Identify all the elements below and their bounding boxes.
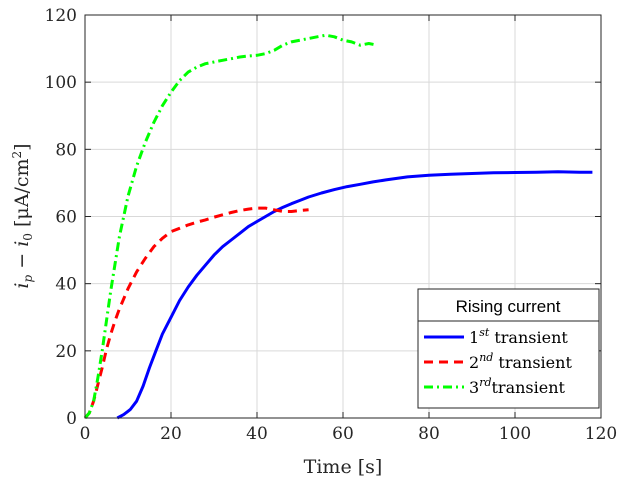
x-tick-label: 80 [418,424,440,444]
x-tick-label: 40 [246,424,268,444]
series-line-1 [116,170,593,420]
grid [85,15,601,418]
legend-title: Rising current [456,297,561,316]
y-tick-label: 0 [66,409,77,429]
y-axis-title: ip − i0 [μA/cm2] [10,143,35,288]
y-tick-labels: 0 20 40 60 80 100 120 [45,6,77,429]
x-tick-label: 60 [332,424,354,444]
legend-label-3: 3rdtransient [469,376,566,397]
data-series [83,33,593,420]
x-tick-label: 20 [160,424,182,444]
y-tick-label: 80 [55,140,77,160]
x-tick-label: 100 [499,424,531,444]
y-tick-label: 100 [45,73,77,93]
ticks [84,14,602,419]
legend-label-2: 2nd transient [469,351,572,372]
series-line-2 [83,206,309,419]
legend: Rising current 1st transient 2nd transien… [417,288,600,409]
series-line-3 [83,33,378,419]
y-tick-label: 60 [55,208,77,228]
legend-label-1: 1st transient [469,326,568,347]
legend-entries: 1st transient 2nd transient 3rdtransient [424,326,572,397]
x-tick-label: 120 [585,424,617,444]
x-tick-labels: 0 20 40 60 80 100 120 [80,424,618,444]
x-tick-label: 0 [80,424,91,444]
y-tick-label: 40 [55,275,77,295]
x-axis-title: Time [s] [304,456,383,478]
y-tick-label: 120 [45,6,77,26]
y-tick-label: 20 [55,342,77,362]
